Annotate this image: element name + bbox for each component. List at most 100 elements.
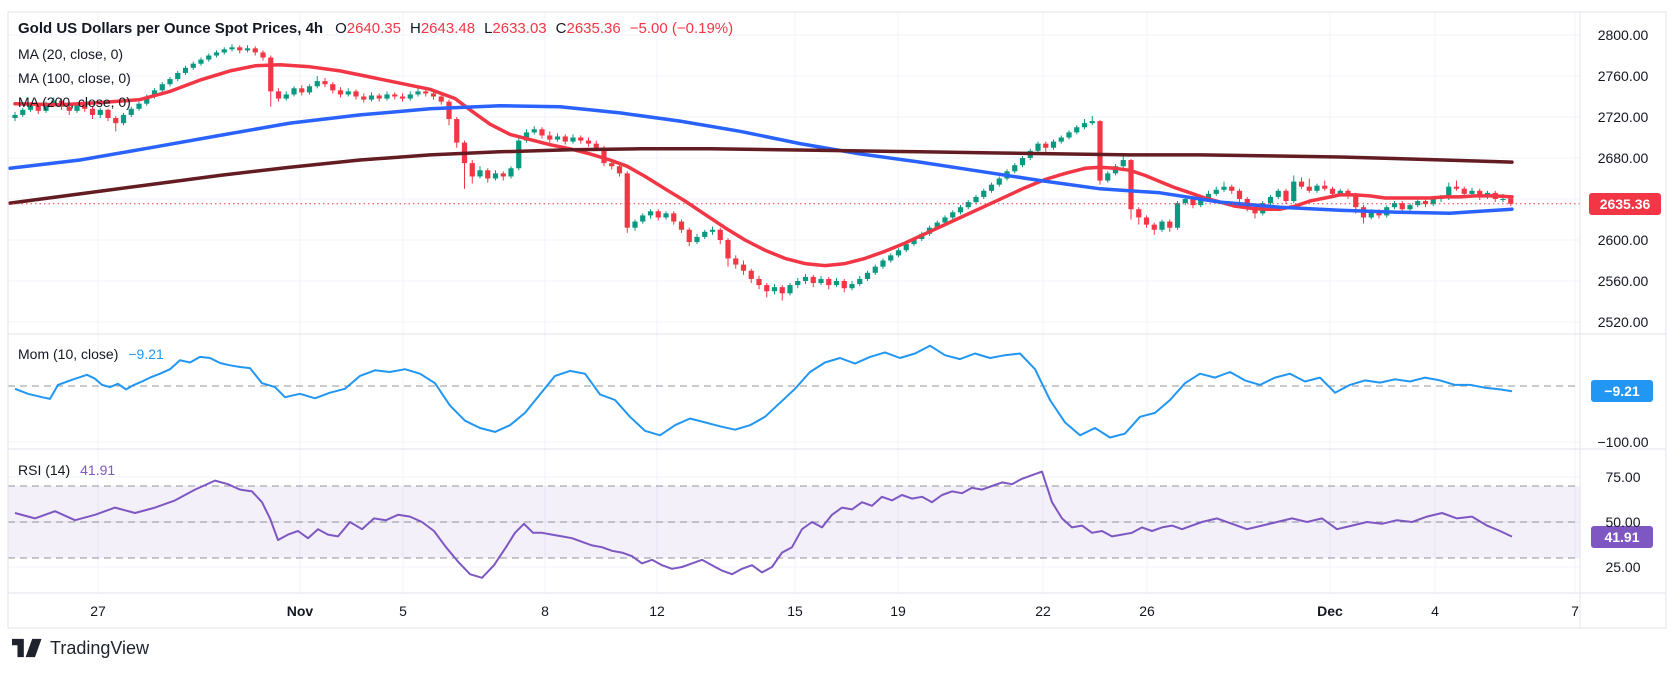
tradingview-logo[interactable]: TradingView xyxy=(12,637,149,659)
price-tick-label: 2800.00 xyxy=(1597,27,1649,43)
candle-up xyxy=(1174,203,1181,228)
candle-down xyxy=(35,105,41,111)
ohlc-close: C2635.36 xyxy=(555,20,621,37)
candle-up xyxy=(787,285,793,294)
candle-down xyxy=(430,93,437,97)
candle-up xyxy=(1081,123,1088,128)
candle-up xyxy=(957,207,964,213)
candle-down xyxy=(1128,160,1134,210)
candle-down xyxy=(1136,209,1142,218)
candle-up xyxy=(1198,199,1204,206)
candle-up xyxy=(151,90,158,97)
candle-up xyxy=(1291,181,1297,202)
candle-down xyxy=(779,287,785,294)
ma-100-line xyxy=(8,103,1514,216)
price-tick-label: 2680.00 xyxy=(1597,150,1649,166)
candle-down xyxy=(686,229,692,243)
price-tick-label: 2600.00 xyxy=(1597,232,1649,248)
candle-up xyxy=(1407,205,1413,210)
legend-ma-100[interactable]: MA (100, close, 0) xyxy=(18,70,131,86)
candle-up xyxy=(818,278,824,284)
time-tick-label: 8 xyxy=(541,603,549,619)
candle-up xyxy=(182,67,189,73)
price-tick-label: 2720.00 xyxy=(1597,109,1649,125)
candle-up xyxy=(1159,221,1165,230)
candle-down xyxy=(1167,221,1173,228)
symbol-legend-row[interactable]: Gold US Dollars per Ounce Spot Prices, 4… xyxy=(18,20,733,37)
candle-up xyxy=(903,244,909,251)
candle-down xyxy=(1306,186,1312,191)
time-tick-label: 26 xyxy=(1139,603,1155,619)
candle-down xyxy=(1353,195,1359,208)
candle-down xyxy=(725,240,731,259)
candle-up xyxy=(1221,186,1227,190)
candle-down xyxy=(237,47,243,51)
candle-up xyxy=(1120,160,1126,167)
rsi-value: 41.91 xyxy=(80,462,116,478)
candle-up xyxy=(508,168,514,177)
rsi-tick-label: 75.00 xyxy=(1605,469,1641,485)
price-change: −5.00 (−0.19%) xyxy=(629,20,734,37)
candle-down xyxy=(260,52,266,58)
tradingview-logo-icon xyxy=(12,638,42,658)
candle-down xyxy=(330,84,336,91)
candle-down xyxy=(275,91,282,99)
candle-up xyxy=(167,79,173,85)
ohlc-open: O2640.35 xyxy=(335,20,401,37)
candle-down xyxy=(1422,201,1429,205)
candle-up xyxy=(864,272,871,279)
candle-up xyxy=(702,231,708,237)
candle-down xyxy=(1322,185,1328,189)
candle-up xyxy=(368,95,375,100)
candle-up xyxy=(477,170,483,177)
candle-down xyxy=(1477,190,1483,197)
ohlc-high: H2643.48 xyxy=(409,20,476,37)
candle-up xyxy=(1089,121,1095,124)
candle-down xyxy=(578,137,584,141)
candle-down xyxy=(361,96,367,100)
candle-up xyxy=(97,109,103,115)
candle-up xyxy=(694,236,700,243)
candle-up xyxy=(1469,190,1475,194)
candle-up xyxy=(20,109,26,115)
candle-down xyxy=(268,57,274,92)
candle-up xyxy=(663,213,669,218)
candle-down xyxy=(810,276,816,284)
candle-down xyxy=(376,95,382,99)
candle-up xyxy=(570,137,576,142)
candle-down xyxy=(423,91,429,94)
candle-down xyxy=(1298,181,1305,187)
candle-up xyxy=(872,266,878,273)
candle-up xyxy=(709,229,716,232)
candle-up xyxy=(128,108,134,115)
candle-down xyxy=(399,96,406,99)
legend-rsi[interactable]: RSI (14) 41.91 xyxy=(18,462,116,478)
candle-up xyxy=(965,202,971,208)
candle-up xyxy=(973,196,979,203)
legend-ma-200[interactable]: MA (200, close, 0) xyxy=(18,94,131,110)
candle-down xyxy=(733,258,739,265)
candle-down xyxy=(353,91,359,97)
candle-up xyxy=(415,91,421,95)
legend-ma-20[interactable]: MA (20, close, 0) xyxy=(18,46,124,62)
time-tick-label: 22 xyxy=(1035,603,1051,619)
candle-up xyxy=(531,129,537,133)
price-tick-label: 2560.00 xyxy=(1597,273,1649,289)
candle-down xyxy=(1453,186,1460,189)
candle-up xyxy=(407,94,413,99)
candle-down xyxy=(624,173,630,228)
time-tick-label: 12 xyxy=(649,603,665,619)
candle-down xyxy=(66,106,72,111)
candle-up xyxy=(136,103,142,109)
symbol-title: Gold US Dollars per Ounce Spot Prices, 4… xyxy=(18,20,324,37)
candle-down xyxy=(655,211,661,218)
candle-down xyxy=(1151,224,1157,230)
time-tick-label: 7 xyxy=(1571,603,1579,619)
candle-up xyxy=(640,215,646,222)
time-scale[interactable]: 27 Nov 5 8 12 15 19 22 26 Dec 4 7 xyxy=(8,593,1666,628)
legend-momentum[interactable]: Mom (10, close) −9.21 xyxy=(18,346,164,362)
candle-down xyxy=(826,278,832,286)
price-scale[interactable]: 2635.36 −9.21 41.91 2800.00 2760.00 2720.0… xyxy=(1580,12,1666,593)
